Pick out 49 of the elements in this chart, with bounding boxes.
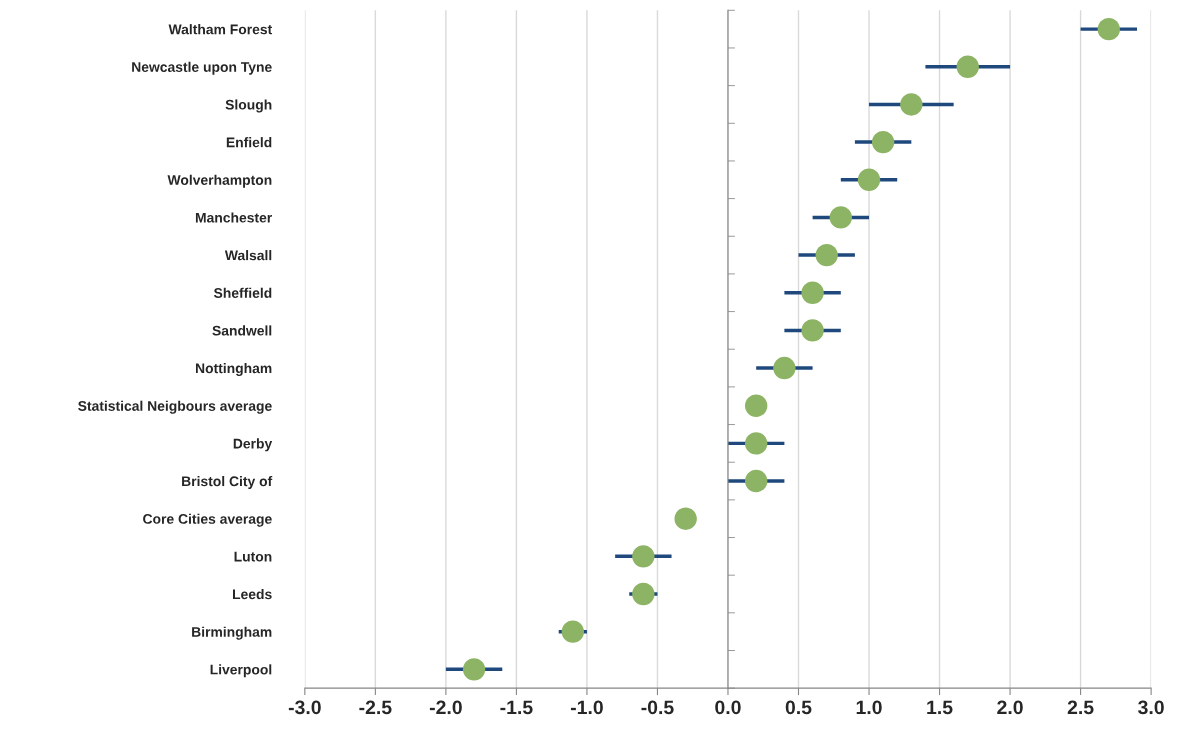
x-tick-label: -3.0	[288, 700, 321, 715]
y-tick-label: Luton	[234, 551, 272, 562]
point	[956, 55, 979, 78]
x-tick-label: -1.5	[500, 700, 533, 715]
y-tick-label: Core Cities average	[143, 513, 272, 527]
point	[857, 168, 881, 191]
point	[744, 432, 768, 455]
x-tick-label: -1.0	[570, 700, 603, 715]
x-tick-label: 2.5	[1067, 700, 1094, 715]
x-tick-label: -0.5	[641, 700, 674, 715]
y-tick-label: Wolverhampton	[167, 174, 272, 188]
point	[561, 620, 585, 643]
point	[744, 394, 768, 417]
y-tick-label: Liverpool	[210, 664, 272, 678]
point	[900, 93, 923, 116]
x-tick-label: 0.5	[785, 700, 812, 715]
point	[674, 507, 697, 530]
y-tick-label: Nottingham	[195, 363, 272, 377]
x-tick-label: 1.0	[856, 700, 882, 715]
point	[801, 319, 824, 342]
y-tick-label: Manchester	[195, 212, 272, 223]
y-tick-label: Sandwell	[212, 325, 272, 336]
y-tick-label: Slough	[225, 99, 272, 113]
point	[1097, 17, 1120, 41]
y-tick-label: Statistical Neigbours average	[78, 400, 272, 414]
point	[815, 243, 838, 267]
point	[801, 281, 824, 304]
point	[632, 545, 655, 568]
x-tick-label: 3.0	[1138, 700, 1164, 715]
x-tick-label: -2.0	[429, 700, 462, 715]
x-tick-label: 1.5	[927, 700, 953, 715]
y-tick-label: Waltham Forest	[168, 24, 273, 35]
point	[773, 356, 796, 380]
y-tick-label: Bristol City of	[182, 476, 273, 489]
x-tick-label: 2.0	[997, 700, 1023, 715]
x-tick-label: -2.5	[359, 700, 392, 715]
y-tick-label: Walsall	[224, 250, 272, 261]
point	[829, 206, 853, 229]
y-tick-label: Birmingham	[192, 626, 272, 640]
y-tick-label: Enfield	[226, 137, 272, 148]
y-tick-label: Newcastle upon Tyne	[132, 61, 272, 75]
y-tick-label: Derby	[233, 438, 273, 452]
y-tick-label: Leeds	[233, 588, 272, 600]
point	[871, 130, 895, 154]
y-tick-label: Sheffield	[213, 287, 272, 298]
point	[632, 582, 655, 606]
point	[744, 469, 768, 493]
point	[462, 658, 486, 681]
x-tick-label: 0.0	[715, 700, 741, 715]
